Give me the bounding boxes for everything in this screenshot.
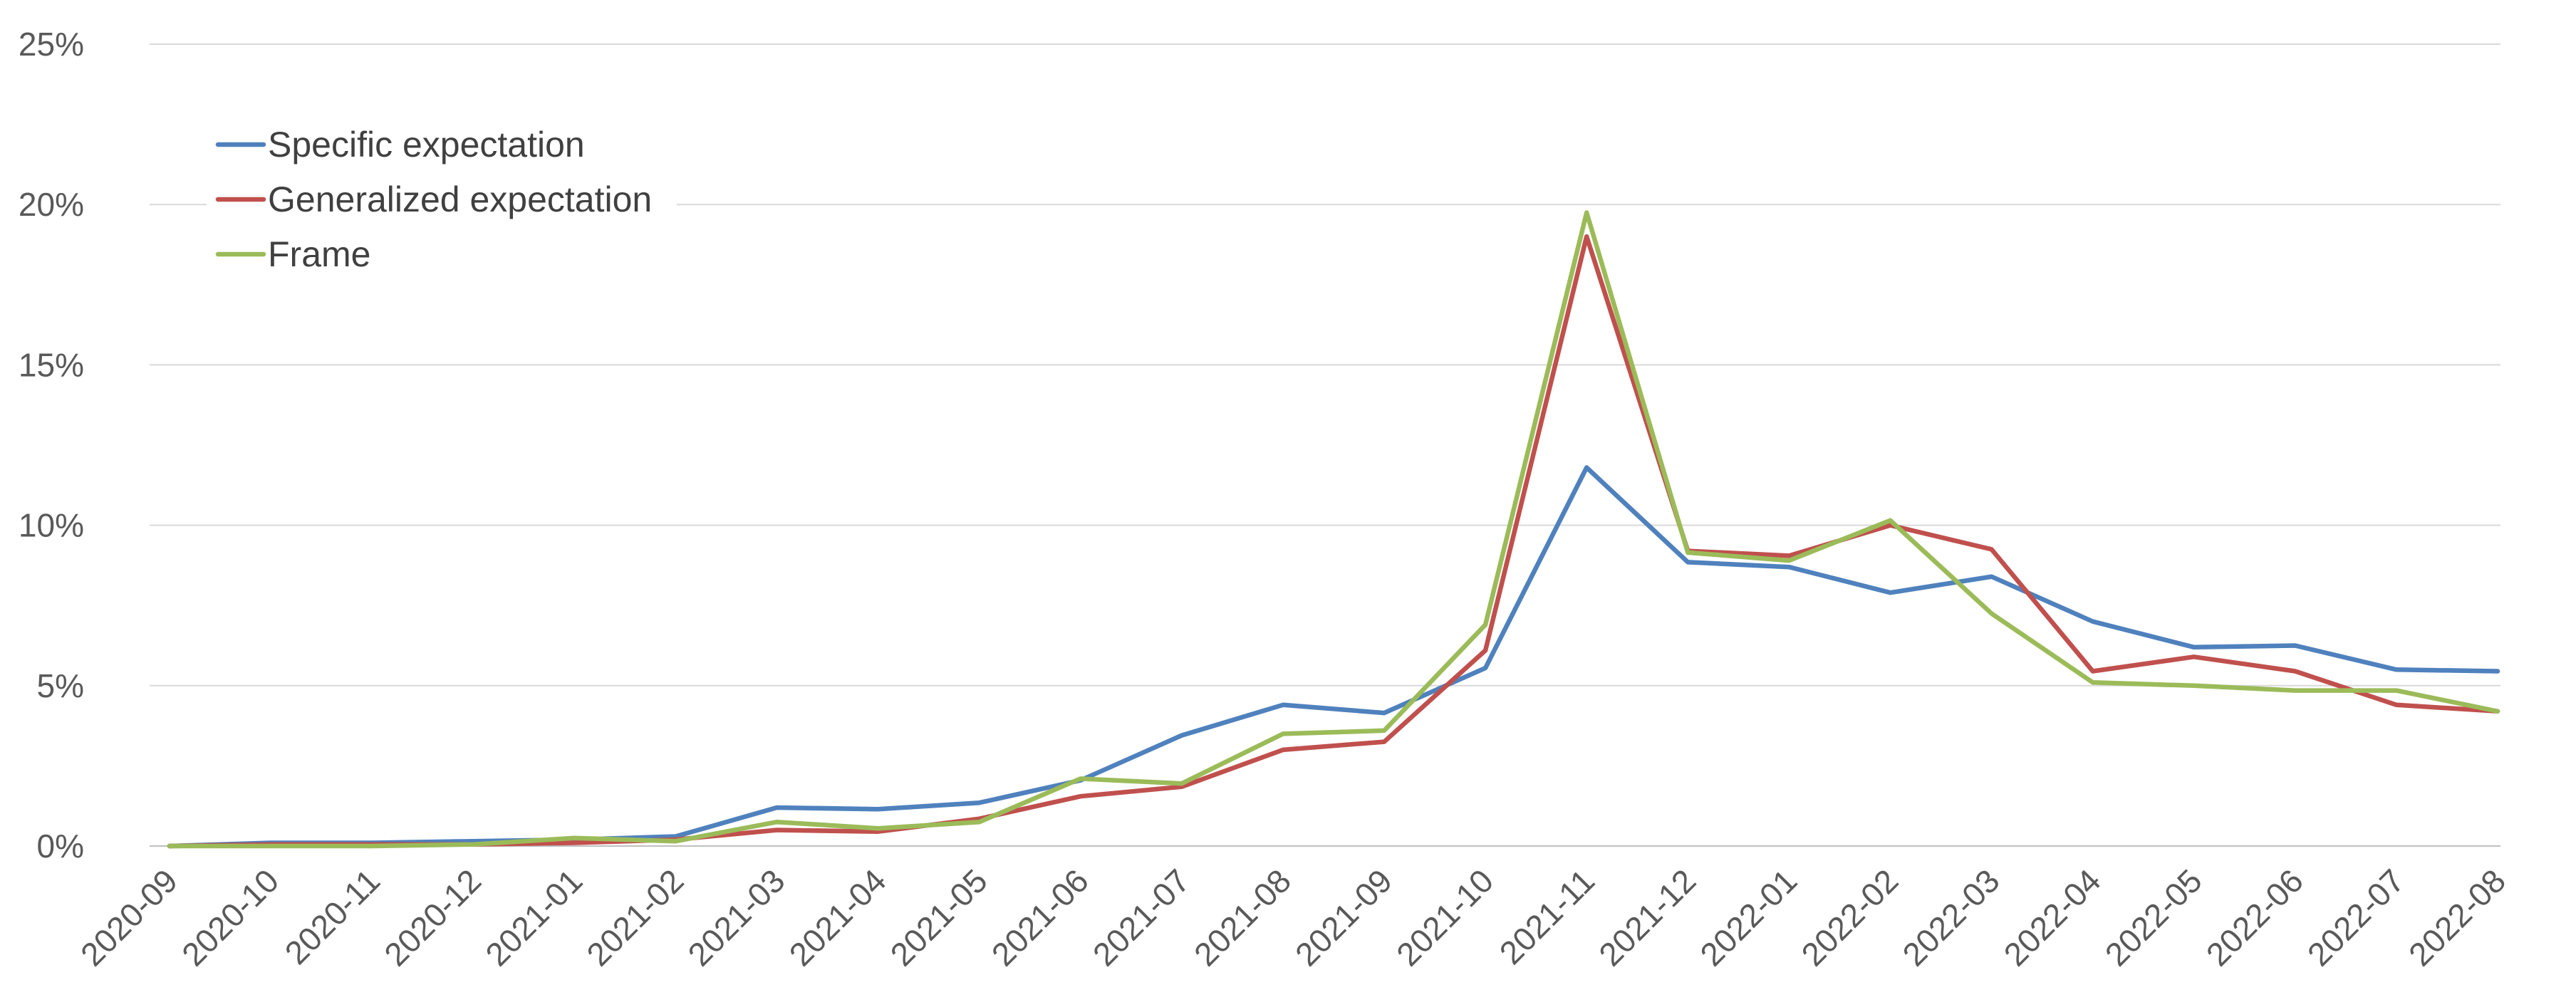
legend: Specific expectation Generalized expectat… [207, 114, 677, 285]
series-line-generalized-expectation [167, 234, 2500, 849]
y-tick-label: 5% [37, 667, 84, 704]
y-tick-label: 10% [19, 507, 84, 544]
series-line-frame [167, 210, 2500, 849]
y-tick-label: 25% [19, 26, 84, 63]
x-tick-label: 2022-04 [1997, 862, 2108, 973]
x-tick-label: 2021-02 [579, 862, 690, 973]
x-tick-label: 2021-11 [1492, 862, 1602, 971]
y-tick-label: 0% [37, 828, 84, 865]
x-tick-label: 2022-08 [2401, 862, 2513, 973]
x-tick-label: 2021-09 [1288, 862, 1399, 973]
x-tick-label: 2022-01 [1693, 862, 1804, 973]
legend-label-specific-expectation: Specific expectation [268, 125, 585, 165]
x-tick-label: 2021-03 [680, 862, 791, 973]
x-tick-label: 2021-07 [1086, 862, 1197, 973]
x-tick-label: 2021-01 [478, 862, 589, 973]
legend-label-frame: Frame [268, 234, 370, 274]
x-tick-label: 2021-12 [1591, 862, 1703, 973]
legend-background [207, 114, 677, 285]
x-tick-label: 2020-10 [175, 862, 286, 973]
x-tick-label: 2022-07 [2300, 862, 2411, 973]
x-tick-label: 2022-03 [1895, 862, 2006, 973]
series-lines [167, 210, 2500, 849]
y-tick-label: 20% [19, 186, 84, 223]
x-tick-label: 2022-05 [2098, 862, 2209, 973]
x-tick-label: 2020-09 [73, 862, 185, 973]
x-tick-label: 2020-11 [278, 862, 388, 971]
x-tick-label: 2021-05 [883, 862, 994, 973]
x-tick-label: 2021-08 [1187, 862, 1298, 973]
x-tick-label: 2020-12 [377, 862, 488, 973]
x-axis: 2020-092020-102020-112020-122021-012021-… [73, 862, 2513, 973]
series-line-specific-expectation [167, 465, 2500, 849]
x-tick-label: 2022-06 [2199, 862, 2310, 973]
y-axis: 0% 5% 10% 15% 20% 25% [19, 26, 84, 865]
x-tick-label: 2021-10 [1389, 862, 1500, 973]
x-tick-label: 2022-02 [1794, 862, 1905, 973]
x-tick-label: 2021-06 [985, 862, 1096, 973]
y-tick-label: 15% [19, 346, 84, 383]
x-tick-label: 2021-04 [782, 862, 893, 973]
legend-label-generalized-expectation: Generalized expectation [268, 179, 652, 219]
